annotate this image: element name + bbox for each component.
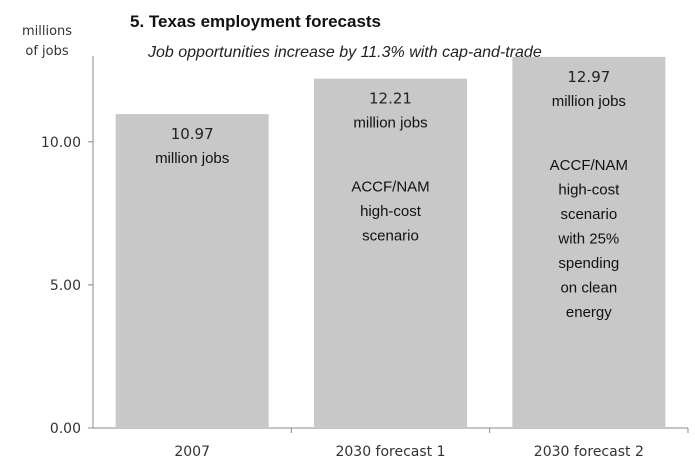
bar-1 [115,114,269,428]
y-tick-label: 0.00 [50,421,81,437]
y-tick-label: 5.00 [50,278,81,294]
chart-labels: 2007 10.97 million jobs 2030 forecast 1 12.2… [155,68,644,460]
bar-note-line: with 25% [557,230,619,247]
bar-note-line: high-cost [360,203,422,220]
chart-title: 5. Texas employment forecasts [130,12,381,31]
value-label: 10.97 [171,125,214,143]
bar-note-line: on clean [560,279,617,296]
category-label: 2030 forecast 2 [534,444,644,460]
bar-2 [314,78,467,429]
y-tick-label: 10.00 [41,135,81,151]
bar-note-line: ACCF/NAM [550,157,628,174]
bar-3 [512,56,666,429]
bar-note-line: spending [558,255,619,272]
chart-subtitle: Job opportunities increase by 11.3% with… [147,44,542,61]
bar-note-line: energy [566,304,612,321]
bar-note-line: scenario [560,206,617,223]
bar-note-line: high-cost [558,181,620,198]
value-label: 12.97 [567,68,610,86]
bar-note-line: scenario [362,228,419,245]
unit-label: million jobs [155,150,229,167]
unit-label: million jobs [353,115,427,132]
category-label: 2030 forecast 1 [335,444,445,460]
category-label: 2007 [174,444,210,460]
unit-label: million jobs [552,93,626,110]
y-axis-label-line-1: millions [22,24,72,39]
y-axis-label-line-2: of jobs [25,44,68,59]
value-label: 12.21 [369,90,412,108]
bar-note-line: ACCF/NAM [351,179,429,196]
chart-bars [115,56,666,429]
